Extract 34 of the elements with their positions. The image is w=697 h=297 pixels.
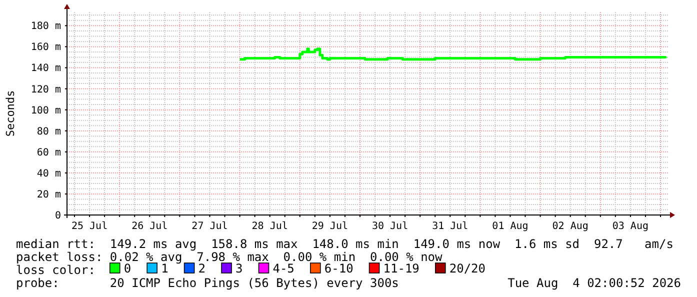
legend-label: 1 <box>161 262 168 276</box>
y-tick-label: 160 m <box>30 42 61 54</box>
x-tick-label: 25 Jul <box>71 221 108 232</box>
legend-title: loss color: <box>16 263 96 277</box>
legend-label: 4-5 <box>272 262 294 276</box>
x-tick-label: 02 Aug <box>552 221 588 232</box>
legend-label: 3 <box>236 262 243 276</box>
legend-label: 11-19 <box>383 262 420 276</box>
y-tick-label: 40 m <box>36 168 61 180</box>
text: packet loss: 0.02 % avg 7.98 % max 0.00 % min 0.00 % now <box>16 250 444 264</box>
y-tick-label: 60 m <box>36 147 61 158</box>
y-tick-label: 0 <box>54 210 61 222</box>
x-tick-label: 01 Aug <box>492 221 528 232</box>
y-tick-label: 180 m <box>30 21 61 32</box>
x-tick-label: 29 Jul <box>312 221 348 232</box>
text: probe: 20 ICMP Echo Pings (56 Bytes) every 300s <box>16 276 399 290</box>
x-tick-label: 30 Jul <box>372 221 408 232</box>
legend-label: 2 <box>198 262 206 276</box>
y-tick-label: 20 m <box>36 189 61 200</box>
text: median rtt: 149.2 ms avg 158.8 ms max 148.0 ms min 149.0 ms now 1.6 ms sd 92.7 am/s <box>16 237 674 251</box>
x-tick-label: 27 Jul <box>192 221 228 232</box>
y-tick-label: 120 m <box>30 84 61 96</box>
legend-label: 20/20 <box>449 262 486 276</box>
y-axis-title: Seconds <box>4 90 17 137</box>
y-tick-label: 100 m <box>30 105 61 116</box>
legend-label: 0 <box>124 262 132 276</box>
x-tick-label: 03 Aug <box>612 221 648 232</box>
text: Tue Aug 4 02:00:52 2026 <box>508 276 681 290</box>
x-tick-label: 31 Jul <box>432 221 468 232</box>
y-tick-label: 140 m <box>30 63 61 74</box>
x-tick-label: 26 Jul <box>132 221 168 232</box>
y-tick-label: 80 m <box>36 126 61 138</box>
legend-label: 6-10 <box>324 262 354 276</box>
x-tick-label: 28 Jul <box>252 221 288 232</box>
